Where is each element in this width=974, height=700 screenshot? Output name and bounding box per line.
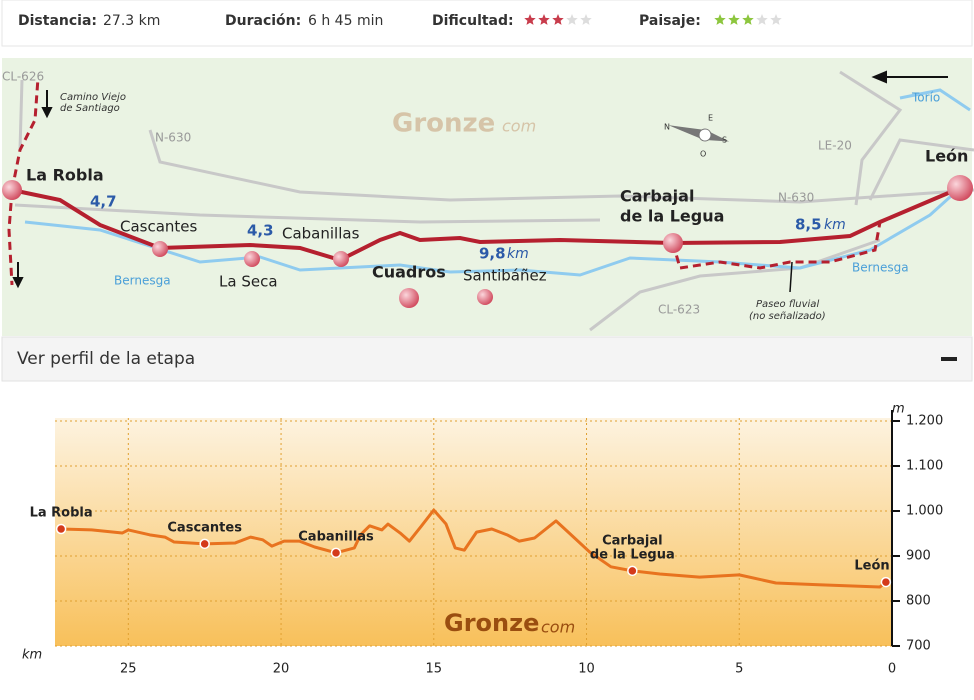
river-label: Bernesga <box>114 274 171 288</box>
route-map <box>2 58 974 336</box>
star <box>580 14 592 25</box>
town-label: Carbajal <box>602 533 663 548</box>
star <box>566 14 578 25</box>
road-label: CL-623 <box>658 303 700 317</box>
rating-stars <box>714 14 782 25</box>
map-brand: Gronze <box>392 109 495 139</box>
town-label: Cuadros <box>372 263 446 282</box>
stat-label: Duración: <box>225 13 301 29</box>
elevation-line <box>61 508 887 589</box>
river-label: Torío <box>911 91 940 105</box>
road-label: CL-626 <box>2 70 44 84</box>
town-label: León <box>854 559 889 574</box>
stat-value: 27.3 km <box>103 13 160 29</box>
town-marker <box>55 523 67 535</box>
elevation-chart: 700 800 900 1.000 1.100 1.200 0 5 10 15 20 25 km m Gro… <box>22 402 943 677</box>
star <box>742 14 754 25</box>
road-label: N-630 <box>778 191 814 205</box>
x-axis-label: km <box>22 648 42 663</box>
x-tick-label: 5 <box>735 662 743 677</box>
star <box>714 14 726 25</box>
town-label: de la Legua <box>590 547 675 562</box>
stats-bar <box>1 0 973 47</box>
rating-stars <box>524 14 592 25</box>
stat-label: Paisaje: <box>639 13 701 29</box>
y-tick-label: 1.200 <box>906 414 943 429</box>
plot-area <box>55 418 892 646</box>
town-label: La Robla <box>30 506 93 521</box>
watermark-suffix: com <box>541 618 575 637</box>
town-label: La Robla <box>26 166 104 185</box>
road-label: LE-20 <box>818 139 852 153</box>
x-tick-label: 15 <box>426 662 443 677</box>
compass-letter: S <box>722 136 727 145</box>
x-tick-label: 20 <box>273 662 290 677</box>
collapse-toggle[interactable] <box>941 357 957 361</box>
x-tick-label: 10 <box>578 662 595 677</box>
distance-unit: km <box>507 246 529 262</box>
distance-label: 9,8 <box>479 245 506 263</box>
river-label: Bernesga <box>852 261 909 275</box>
stat-label: Dificultad: <box>432 13 514 29</box>
town-label: Cascantes <box>120 218 198 236</box>
town-marker <box>627 565 638 577</box>
compass-letter: N <box>664 123 670 132</box>
star <box>728 14 740 25</box>
watermark: Gronze <box>444 609 539 637</box>
y-tick-label: 900 <box>906 549 931 564</box>
map-note: Paseo fluvial <box>756 299 819 310</box>
town-label: de la Legua <box>620 207 724 226</box>
compass-letter: E <box>708 114 713 123</box>
profile-header[interactable] <box>1 336 973 382</box>
x-tick-label: 25 <box>120 662 137 677</box>
road-label: N-630 <box>155 131 191 145</box>
town-marker <box>330 547 342 559</box>
star <box>552 14 564 25</box>
star <box>756 14 768 25</box>
star <box>538 14 550 25</box>
town-label: León <box>925 147 968 166</box>
map-note: Camino Viejo <box>60 92 126 103</box>
distance-unit: km <box>824 217 846 233</box>
town-label: Cabanillas <box>298 529 374 544</box>
compass-letter: O <box>700 150 706 159</box>
star <box>770 14 782 25</box>
town-marker <box>880 576 892 588</box>
town-label: Cabanillas <box>282 225 360 243</box>
town-label: Cascantes <box>167 520 242 535</box>
map-note: (no señalizado) <box>749 311 826 322</box>
distance-label: 4,7 <box>90 193 117 211</box>
map-note: de Santiago <box>60 103 120 114</box>
stat-label: Distancia: <box>18 13 97 29</box>
town-marker <box>199 538 210 550</box>
y-tick-label: 800 <box>906 594 931 609</box>
y-tick-label: 1.000 <box>906 504 943 519</box>
y-axis-label: m <box>892 402 905 417</box>
y-tick-label: 1.100 <box>906 459 943 474</box>
stat-value: 6 h 45 min <box>308 13 383 29</box>
town-label: La Seca <box>219 273 278 291</box>
profile-title[interactable]: Ver perfil de la etapa <box>17 349 195 369</box>
town-label: Carbajal <box>620 187 694 206</box>
star <box>524 14 536 25</box>
y-tick-label: 700 <box>906 639 931 654</box>
distance-label: 4,3 <box>247 222 274 240</box>
distance-label: 8,5 <box>795 216 822 234</box>
x-tick-label: 0 <box>888 662 896 677</box>
town-label: Santibáñez <box>463 267 547 285</box>
map-brand-suffix: com <box>502 117 536 136</box>
